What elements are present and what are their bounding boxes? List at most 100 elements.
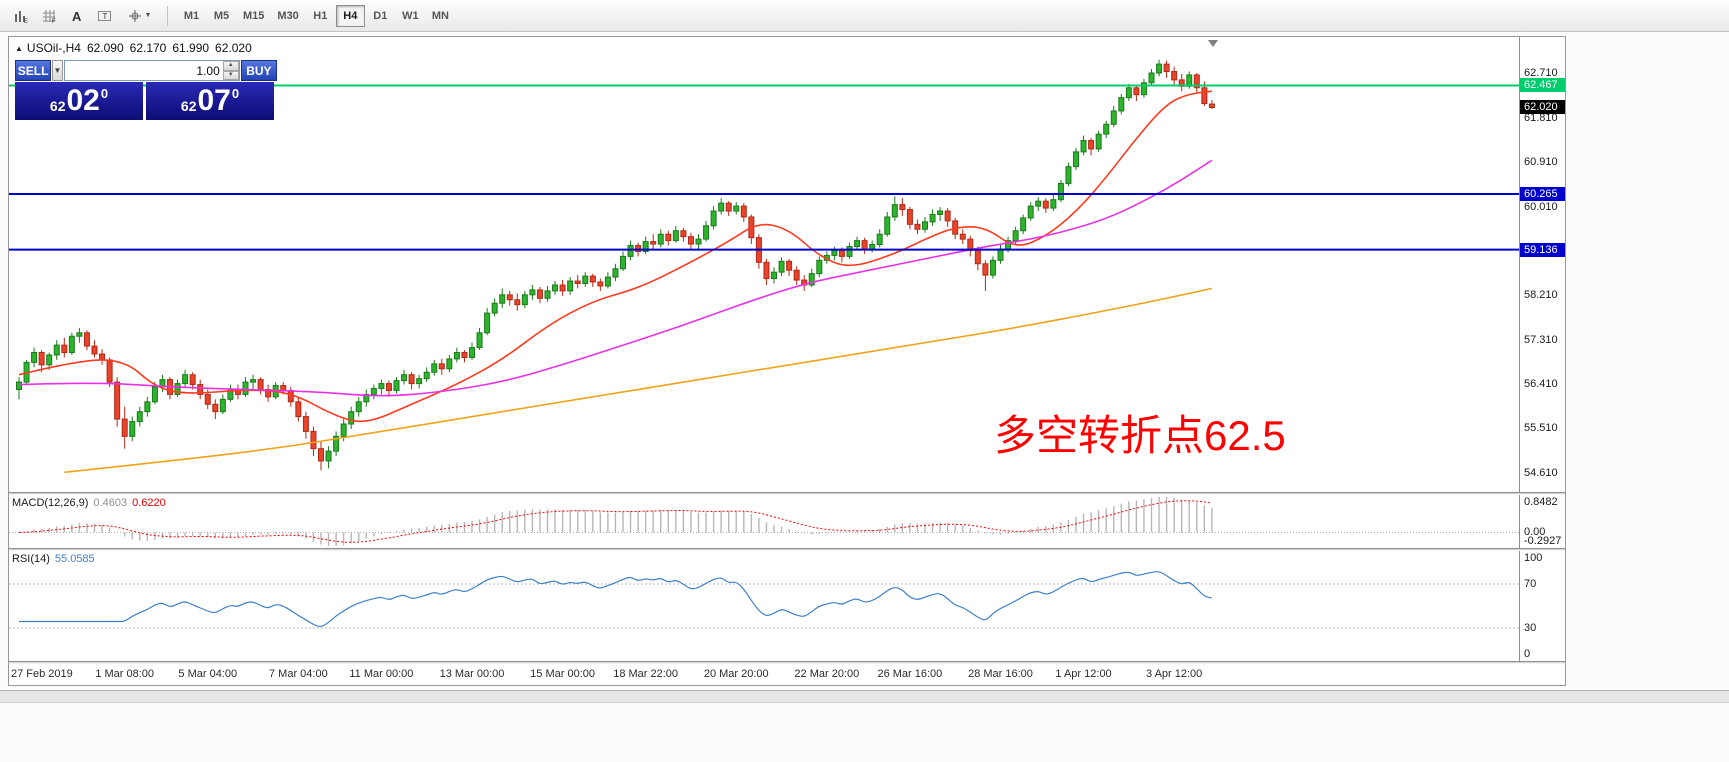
candle	[620, 255, 626, 270]
candle	[816, 259, 823, 275]
candle	[287, 389, 294, 403]
candle	[989, 259, 996, 276]
price-axis-label: 61.810	[1524, 111, 1558, 124]
candle	[310, 430, 317, 450]
svg-text:A: A	[72, 9, 82, 24]
pane-splitter[interactable]	[9, 661, 1565, 664]
candle	[499, 294, 506, 304]
candle	[446, 358, 453, 370]
buy-price-sup: 0	[231, 86, 240, 101]
price-axis-label: -0.2927	[1524, 535, 1562, 547]
grid-tool-button[interactable]: F	[36, 4, 62, 28]
candle	[1125, 87, 1132, 99]
candle	[680, 230, 687, 238]
text-label-tool-button[interactable]: T	[92, 4, 118, 28]
buy-price-main: 07	[197, 84, 231, 117]
timeframe-button-m30[interactable]: M30	[277, 9, 299, 22]
price-tag: 59.136	[1520, 242, 1565, 257]
bar-chart-tool-button[interactable]: E	[8, 4, 34, 28]
candle	[612, 268, 619, 278]
rsi-axis[interactable]: 100 70 30 0	[1519, 551, 1565, 661]
drawing-tools-button[interactable]: ▼	[120, 4, 158, 28]
candle	[1027, 205, 1034, 219]
candle	[1171, 71, 1178, 81]
candle	[355, 401, 362, 413]
timeframe-button-h1[interactable]: H1	[313, 9, 328, 22]
time-axis-label: 18 Mar 22:00	[613, 668, 679, 680]
macd-canvas[interactable]	[9, 495, 1519, 548]
candle	[68, 335, 75, 354]
candle	[393, 380, 400, 391]
candle	[763, 261, 770, 280]
candle	[665, 233, 672, 242]
timeframe-button-m5[interactable]: M5	[213, 9, 230, 22]
candle	[710, 210, 717, 227]
time-axis[interactable]: 27 Feb 2019 1 Mar 08:00 5 Mar 04:00 7 Mar 0…	[9, 664, 1565, 685]
candle	[672, 230, 679, 242]
candle	[574, 280, 581, 285]
sell-button[interactable]: SELL	[15, 60, 52, 81]
candle	[778, 260, 785, 273]
candle	[476, 332, 483, 349]
volume-preset-dropdown[interactable]: ▼	[52, 60, 63, 81]
pane-splitter[interactable]	[9, 492, 1565, 495]
timeframe-button-m1[interactable]: M1	[183, 9, 200, 22]
candle	[53, 344, 60, 356]
top-toolbar: E F A T ▼ M1 M5 M15 M30 H1 H4 D1	[0, 0, 1729, 32]
candle	[401, 374, 408, 382]
volume-decrease-button[interactable]: ▼	[222, 70, 239, 80]
main-chart-canvas[interactable]	[9, 37, 1519, 492]
timeframe-button-d1[interactable]: D1	[373, 9, 388, 22]
candle	[46, 354, 53, 366]
timeframe-group: M1 M5 M15 M30 H1 H4 D1 W1 MN	[177, 4, 455, 27]
price-axis-label: 58.210	[1524, 289, 1558, 302]
sell-price-display[interactable]: 62 02 0	[15, 82, 143, 120]
price-axis-label: 60.010	[1524, 200, 1558, 213]
candle	[38, 352, 45, 366]
timeframe-button-h4[interactable]: H4	[335, 4, 365, 27]
time-axis-label: 22 Mar 20:00	[794, 668, 860, 680]
price-axis-label: 56.410	[1524, 378, 1558, 391]
macd-axis[interactable]: 0.8482 0.00 -0.2927	[1519, 495, 1565, 548]
candle	[740, 205, 747, 218]
candle	[257, 379, 264, 390]
pane-splitter[interactable]	[9, 548, 1565, 551]
timeframe-button-mn[interactable]: MN	[431, 9, 449, 22]
candle	[725, 202, 732, 212]
candle	[1110, 110, 1117, 125]
candle	[899, 204, 906, 211]
candle	[1073, 151, 1079, 168]
candle	[884, 216, 891, 235]
candle	[1057, 182, 1064, 201]
bar-chart-icon: E	[15, 10, 28, 24]
candle	[83, 332, 90, 347]
price-tag: 60.265	[1520, 187, 1565, 202]
font-tool-button[interactable]: A	[64, 4, 90, 28]
candle	[521, 294, 528, 306]
rsi-pane: RSI(14) 55.0585 100 70 30 0	[9, 551, 1565, 661]
candle	[302, 416, 309, 432]
collapse-triangle-icon[interactable]: ▲	[15, 43, 23, 53]
candle	[219, 398, 226, 413]
buy-price-display[interactable]: 62 07 0	[146, 82, 274, 120]
candle	[438, 363, 445, 370]
timeframe-button-m15[interactable]: M15	[243, 9, 265, 22]
timeframe-button-w1[interactable]: W1	[402, 9, 419, 22]
chart-ohlc-header: ▲ USOil-,H4 62.090 62.170 61.990 62.020	[15, 41, 252, 55]
volume-input[interactable]	[64, 61, 223, 80]
rsi-canvas[interactable]	[9, 551, 1519, 661]
candle	[129, 421, 136, 437]
candle	[378, 383, 385, 390]
candle	[642, 241, 649, 252]
candle	[604, 276, 611, 287]
price-axis-label: 0.8482	[1524, 496, 1558, 508]
candle	[559, 284, 566, 292]
candle	[250, 379, 257, 383]
buy-button[interactable]: BUY	[240, 60, 277, 81]
horizontal-scrollbar[interactable]	[0, 690, 1729, 703]
candle	[1118, 97, 1125, 112]
candle	[635, 245, 642, 252]
price-axis[interactable]: 62.71061.81060.91060.01059.11058.21057.3…	[1519, 37, 1565, 492]
candle	[536, 289, 543, 299]
volume-increase-button[interactable]: ▲	[222, 61, 239, 71]
